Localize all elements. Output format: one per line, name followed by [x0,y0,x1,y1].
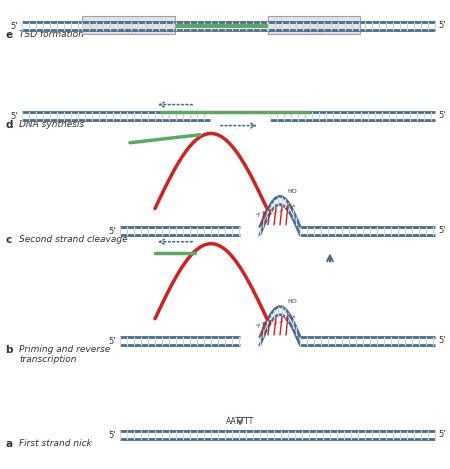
Text: 5': 5' [10,23,18,31]
Text: A: A [266,207,272,214]
Text: 5': 5' [438,430,446,439]
Text: 5': 5' [108,337,116,346]
Text: 5': 5' [438,111,446,120]
Text: A: A [254,322,260,328]
Text: TSD formation: TSD formation [19,30,84,39]
Text: 5': 5' [108,431,116,439]
Text: T: T [276,318,282,324]
Text: c: c [5,234,11,244]
Text: HO: HO [287,299,297,304]
Text: 5': 5' [438,226,446,234]
Text: T: T [282,205,288,212]
Text: 5': 5' [10,112,18,121]
Text: A: A [254,212,260,218]
Text: T: T [276,207,282,213]
Text: T: T [288,204,294,209]
Text: b: b [5,345,13,355]
Text: A: A [260,210,266,216]
Text: T: T [264,322,270,327]
Text: DNA synthesis: DNA synthesis [19,120,84,129]
Text: A: A [266,318,272,324]
Bar [82,16,175,35]
Text: d: d [5,120,13,129]
Text: Priming and reverse
transcription: Priming and reverse transcription [19,345,110,364]
Text: First strand nick: First strand nick [19,439,92,447]
Text: 5': 5' [438,336,446,345]
Text: a: a [5,439,12,448]
Text: T: T [264,212,270,217]
Text: Second strand cleavage: Second strand cleavage [19,234,128,243]
Text: e: e [5,30,12,40]
Text: 5': 5' [438,22,446,30]
Text: T: T [282,316,288,322]
Text: HO: HO [287,189,297,194]
Text: T: T [270,320,276,325]
Text: TSD: TSD [120,29,137,38]
Text: 5': 5' [108,227,116,235]
Text: T: T [270,210,276,215]
Text: T: T [288,314,294,319]
Text: TSD: TSD [306,29,322,38]
Bar [268,16,360,35]
Text: AATTTT: AATTTT [226,416,254,425]
Text: A: A [260,320,266,326]
